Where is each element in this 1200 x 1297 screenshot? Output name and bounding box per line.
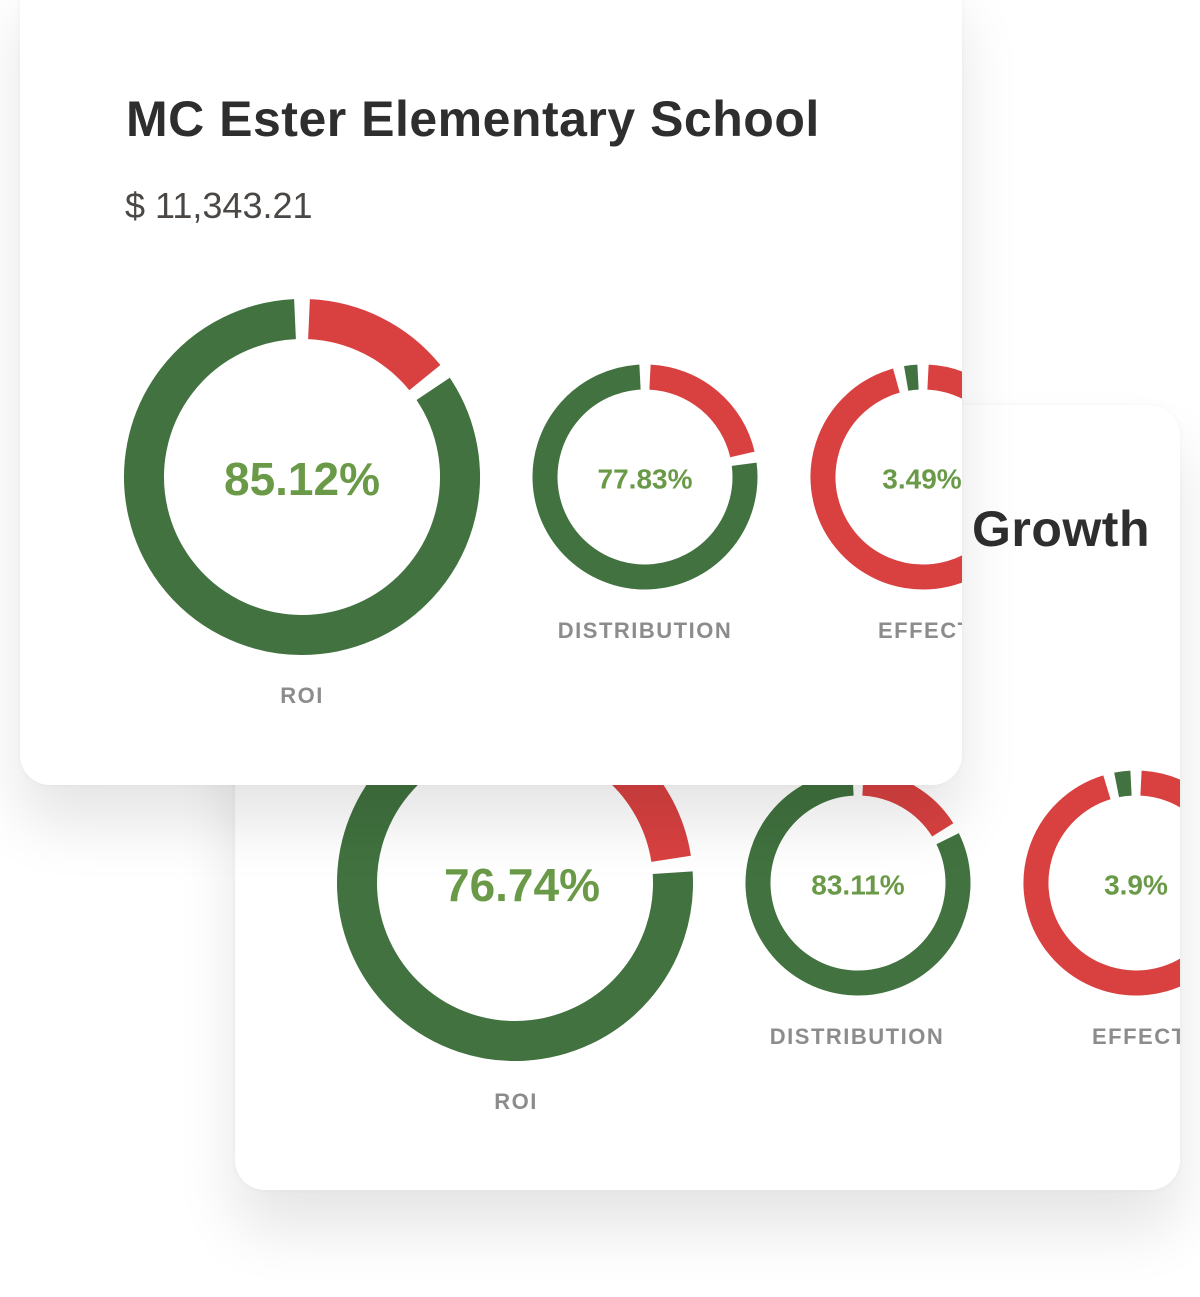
front-school-card[interactable]: MC Ester Elementary School $ 11,343.21 8… [20,0,962,785]
distribution-label: DISTRIBUTION [558,618,732,643]
donut-effect [1023,770,1180,996]
effect-label: EFFECT [1092,1024,1180,1049]
value-arc [124,299,480,655]
distribution-value: 77.83% [598,464,693,495]
school-name: MC Ester Elementary School [126,91,820,147]
remainder-arc [648,364,755,458]
distribution-label: DISTRIBUTION [770,1024,944,1049]
value-arc [745,770,971,996]
value-arc [904,364,919,391]
donut-effect [810,364,962,590]
value-arc [532,364,758,590]
remainder-arc [307,299,441,391]
amount: $ 11,343.21 [125,185,313,226]
distribution-value: 83.11% [811,870,905,901]
effect-label: EFFECT [878,618,962,643]
effect-value: 3.49% [882,464,961,495]
card-title: Growth [972,501,1150,557]
donut-distribution [532,364,758,590]
remainder-arc [810,364,962,590]
roi-value: 76.74% [444,859,600,911]
remainder-arc [861,770,954,837]
remainder-arc [1023,770,1180,996]
roi-label: ROI [494,1089,538,1114]
metrics-donuts: 85.12% 77.83% 3.49% ROI DISTRIBUTION EFF… [124,299,962,708]
donut-roi [124,299,480,655]
value-arc [1114,770,1132,798]
effect-value: 3.9% [1104,870,1168,901]
roi-value: 85.12% [224,453,380,505]
roi-label: ROI [280,683,324,708]
